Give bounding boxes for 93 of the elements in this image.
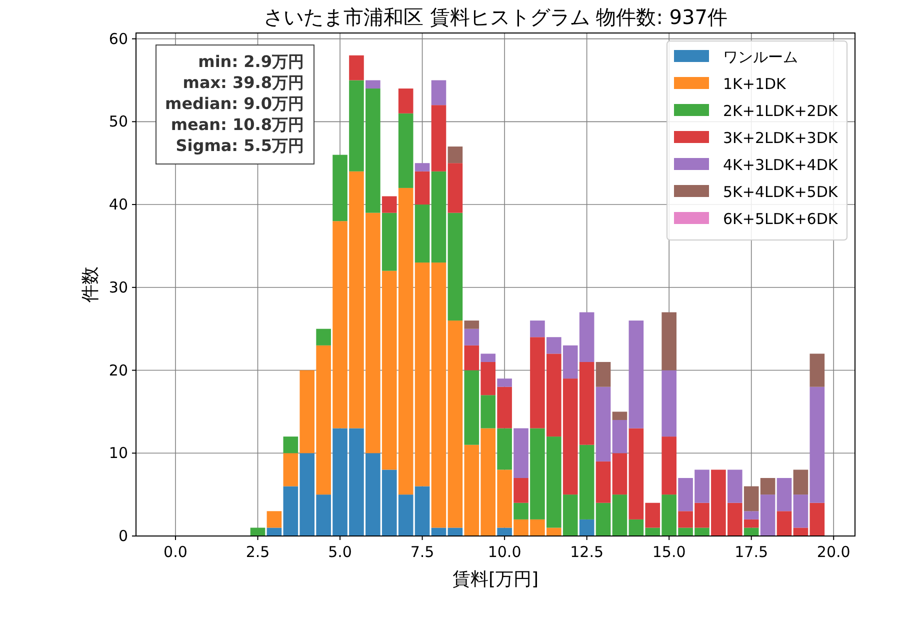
bar xyxy=(414,171,430,205)
bar xyxy=(414,486,430,536)
bar xyxy=(612,420,628,454)
x-tick-label: 17.5 xyxy=(734,543,768,561)
bar xyxy=(497,528,512,536)
x-tick-label: 5.0 xyxy=(328,543,352,561)
bar xyxy=(662,370,676,437)
bar xyxy=(793,528,808,536)
bar xyxy=(810,502,825,536)
bar xyxy=(760,478,776,495)
bar xyxy=(662,312,676,370)
bar xyxy=(497,428,512,470)
bar xyxy=(530,320,545,338)
bar xyxy=(266,511,282,528)
bar xyxy=(414,262,430,486)
annotation: min: 2.9万円 xyxy=(198,52,304,71)
bar xyxy=(628,320,644,428)
bar xyxy=(612,453,628,495)
bar xyxy=(431,171,446,263)
x-tick-label: 2.5 xyxy=(246,543,270,561)
bar xyxy=(366,80,380,89)
bar xyxy=(744,528,759,536)
bar xyxy=(514,428,528,478)
legend-label: 1K+1DK xyxy=(723,75,788,93)
y-tick-label: 40 xyxy=(108,196,128,214)
bar xyxy=(596,386,611,462)
annotation: Sigma: 5.5万円 xyxy=(176,136,304,155)
bar xyxy=(448,163,463,213)
bar xyxy=(283,453,298,486)
annotation: mean: 10.8万円 xyxy=(170,115,304,134)
legend-label: ワンルーム xyxy=(723,48,798,66)
bar xyxy=(382,196,397,213)
x-tick-label: 15.0 xyxy=(652,543,686,561)
bar xyxy=(596,502,611,536)
x-tick-label: 20.0 xyxy=(816,543,850,561)
x-tick-label: 0.0 xyxy=(164,543,188,561)
x-axis-title: 賃料[万円] xyxy=(452,569,539,590)
bar xyxy=(349,55,364,80)
legend-label: 3K+2LDK+3DK xyxy=(723,129,839,147)
bar xyxy=(727,470,742,503)
bar xyxy=(431,105,446,172)
bar xyxy=(793,494,808,528)
bar xyxy=(398,88,414,114)
bar xyxy=(612,494,628,536)
bar xyxy=(497,378,512,387)
y-tick-label: 20 xyxy=(108,361,128,380)
bar xyxy=(448,528,463,536)
bar xyxy=(448,146,463,164)
bar xyxy=(810,354,825,387)
bar xyxy=(431,528,446,536)
bar xyxy=(398,113,414,188)
bar xyxy=(744,486,759,512)
annotation: median: 9.0万円 xyxy=(165,94,304,113)
x-tick-label: 10.0 xyxy=(488,543,522,561)
legend-label: 5K+4LDK+5DK xyxy=(723,183,839,201)
bar xyxy=(480,354,496,362)
bar xyxy=(431,80,446,106)
bar xyxy=(250,528,266,536)
x-tick-label: 7.5 xyxy=(410,543,434,561)
annotation: max: 39.8万円 xyxy=(182,73,304,92)
bar xyxy=(382,212,397,271)
bar xyxy=(316,328,331,346)
x-tick-label: 12.5 xyxy=(570,543,604,561)
bar xyxy=(662,436,676,495)
legend-label: 2K+1LDK+2DK xyxy=(723,102,839,120)
bar xyxy=(579,519,594,536)
bar xyxy=(464,320,480,329)
bar xyxy=(266,528,282,536)
legend-label: 4K+3LDK+4DK xyxy=(723,156,839,174)
bar xyxy=(514,478,528,503)
bar xyxy=(464,328,480,346)
legend-label: 6K+5LDK+6DK xyxy=(723,210,839,228)
bar xyxy=(776,511,792,536)
y-tick-label: 0 xyxy=(118,527,128,545)
bar xyxy=(776,478,792,512)
y-tick-label: 60 xyxy=(108,30,128,48)
bar xyxy=(448,212,463,321)
bar xyxy=(760,494,776,536)
y-tick-label: 30 xyxy=(108,278,128,296)
bar xyxy=(793,470,808,495)
bar xyxy=(414,163,430,172)
y-tick-label: 10 xyxy=(108,444,128,462)
y-axis-title: 件数 xyxy=(80,266,101,302)
chart-title: さいたま市浦和区 賃料ヒストグラム 物件数: 937件 xyxy=(264,5,728,29)
bar xyxy=(810,386,825,503)
bar xyxy=(283,436,298,454)
bar xyxy=(596,461,611,503)
bar xyxy=(744,511,759,520)
bar xyxy=(596,362,611,387)
bar xyxy=(431,262,446,528)
y-tick-label: 50 xyxy=(108,112,128,131)
bar xyxy=(414,204,430,263)
bar xyxy=(612,412,628,420)
